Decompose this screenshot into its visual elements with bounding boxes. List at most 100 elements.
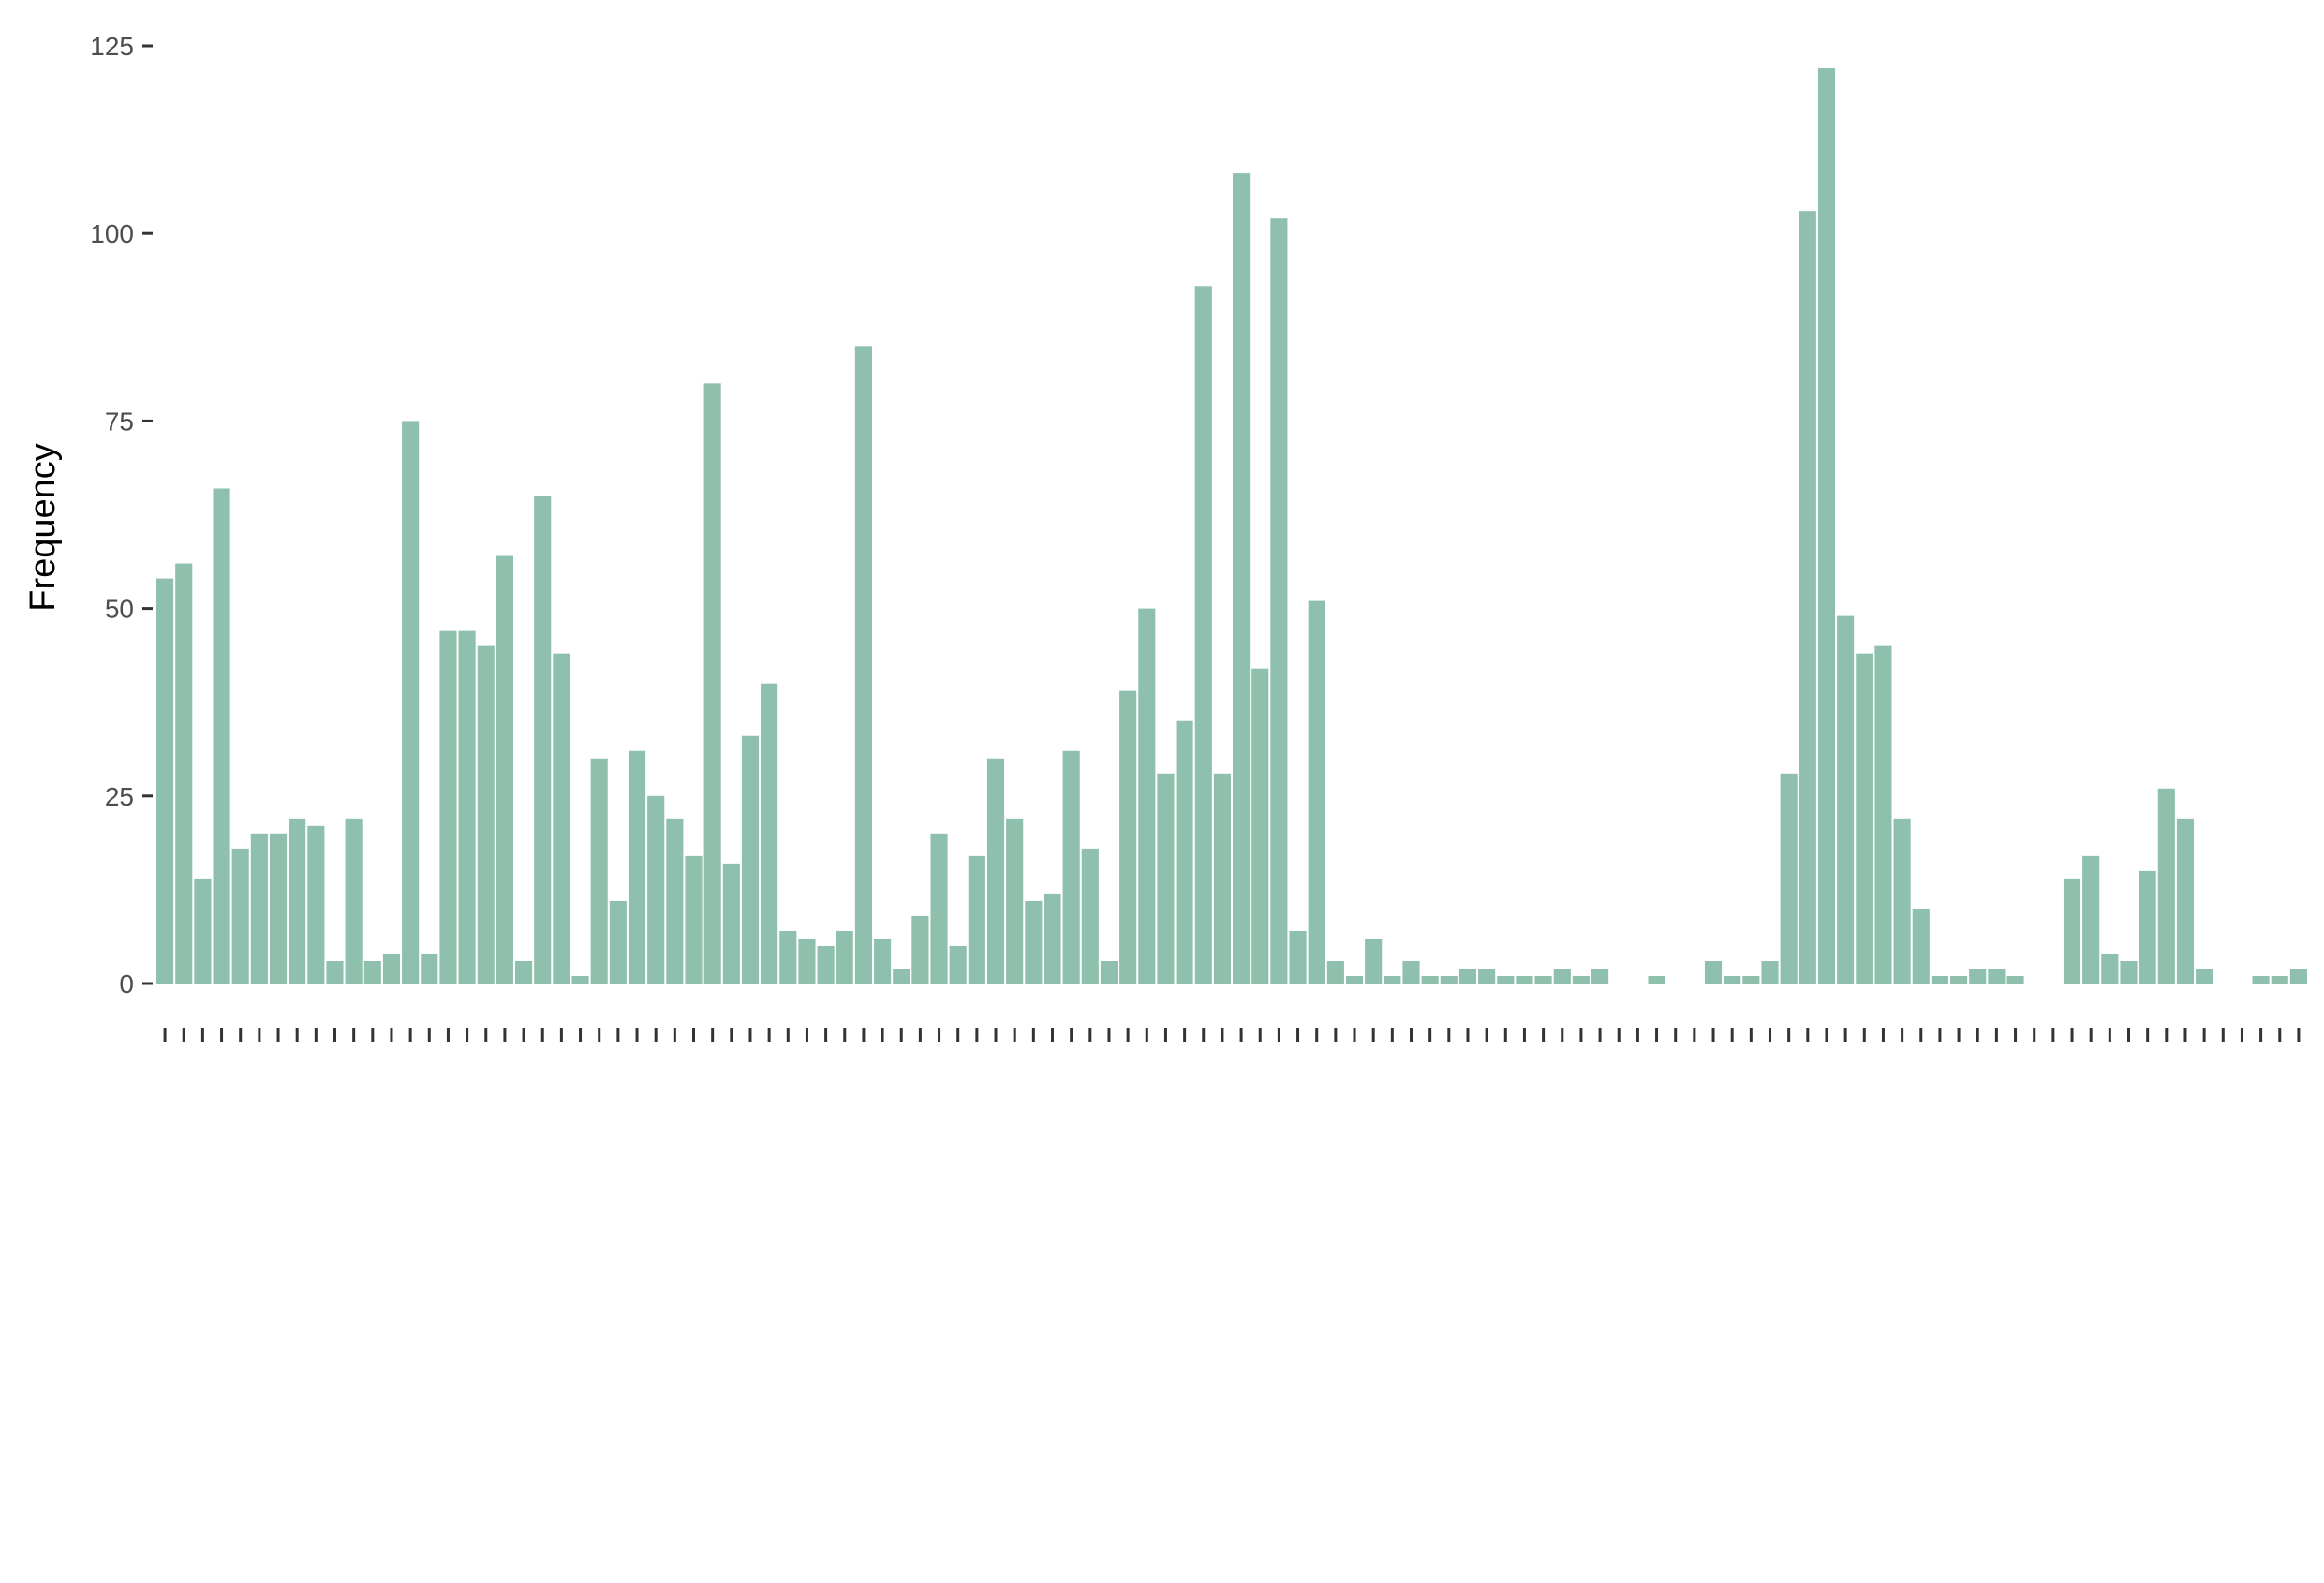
bar: [1233, 173, 1251, 984]
x-axis: [163, 1028, 2301, 1042]
bar: [250, 833, 268, 984]
bar: [968, 855, 985, 984]
bar: [1213, 773, 1231, 984]
bar: [194, 878, 212, 984]
bar: [1648, 975, 1665, 984]
bar: [156, 578, 174, 984]
bar: [1384, 975, 1401, 984]
y-tick-label: 100: [90, 219, 134, 248]
bar: [1251, 668, 1269, 984]
bars-group: [156, 68, 2307, 984]
bar: [458, 630, 476, 984]
bar: [1761, 960, 1779, 984]
bar: [609, 900, 627, 984]
bar: [231, 848, 249, 984]
y-tick-label: 75: [105, 407, 134, 436]
bar: [2120, 960, 2138, 984]
bar: [1534, 975, 1552, 984]
bar: [307, 825, 325, 984]
bar: [1893, 818, 1911, 984]
bar: [1157, 773, 1175, 984]
bar: [1817, 68, 1836, 984]
bar: [1345, 975, 1364, 984]
bar: [1081, 848, 1099, 984]
bar: [477, 645, 495, 984]
bar: [326, 960, 344, 984]
bar: [836, 930, 853, 984]
bar: [1440, 975, 1458, 984]
bar: [2082, 855, 2100, 984]
bar: [213, 488, 230, 984]
bar: [1100, 960, 1118, 984]
bar: [1724, 975, 1741, 984]
bar: [1497, 975, 1515, 984]
bar: [2196, 968, 2213, 984]
bar: [1119, 690, 1137, 984]
bar: [439, 630, 457, 984]
bar: [1874, 645, 1892, 984]
bar: [1326, 960, 1344, 984]
bar: [854, 346, 872, 984]
bar: [1950, 975, 1968, 984]
bar: [269, 833, 288, 984]
bar: [534, 496, 552, 984]
bar: [647, 795, 665, 984]
bar: [1837, 615, 1855, 984]
bar: [722, 863, 740, 984]
bar: [402, 421, 420, 984]
bar: [1176, 720, 1193, 984]
bar: [1365, 938, 1383, 984]
bar: [2157, 788, 2175, 984]
bar: [1516, 975, 1533, 984]
bar: [2176, 818, 2195, 984]
bar: [2063, 878, 2081, 984]
y-axis-title: Frequency: [23, 443, 63, 612]
bar: [1194, 286, 1212, 984]
bar: [1006, 818, 1024, 984]
bar: [2271, 975, 2288, 984]
bar: [1591, 968, 1609, 984]
bar: [175, 563, 193, 984]
bar: [685, 855, 703, 984]
bar: [911, 915, 929, 984]
bar: [1704, 960, 1723, 984]
y-axis: 0 25 50 75 100 125: [90, 32, 153, 999]
bar: [496, 555, 513, 984]
bar: [1025, 900, 1043, 984]
y-tick-label: 50: [105, 595, 134, 624]
bar: [1969, 968, 1987, 984]
bar: [590, 758, 608, 984]
bar: [289, 818, 306, 984]
bar: [1799, 211, 1816, 984]
bar: [1138, 608, 1156, 984]
bar: [1044, 893, 1061, 984]
bar: [2252, 975, 2270, 984]
bar: [1988, 968, 2006, 984]
y-tick-label: 25: [105, 782, 134, 811]
bar: [1553, 968, 1571, 984]
bar: [893, 968, 910, 984]
bar: [2006, 975, 2024, 984]
bar: [1931, 975, 1948, 984]
bar: [949, 945, 967, 984]
bar: [2289, 968, 2307, 984]
bar: [779, 930, 797, 984]
bar: [363, 960, 381, 984]
bar: [1780, 773, 1798, 984]
bar: [1289, 930, 1307, 984]
bar: [1742, 975, 1760, 984]
bar: [1572, 975, 1590, 984]
bar: [666, 818, 684, 984]
bar: [1478, 968, 1496, 984]
bar: [874, 938, 892, 984]
bar: [817, 945, 835, 984]
bar: [571, 975, 589, 984]
bar: [1912, 908, 1930, 984]
bar: [703, 383, 721, 984]
y-tick-label: 125: [90, 32, 134, 61]
bar: [2139, 870, 2156, 984]
bar: [553, 653, 570, 984]
y-tick-label: 0: [119, 969, 134, 999]
bar: [798, 938, 816, 984]
